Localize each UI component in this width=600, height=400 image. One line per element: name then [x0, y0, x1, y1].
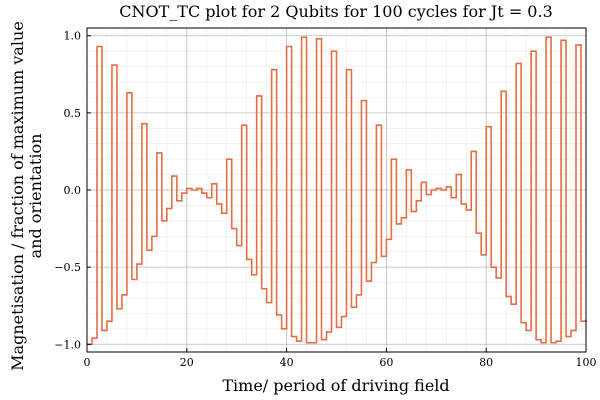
series-layer: [87, 36, 587, 346]
y-tick-label: 1.0: [64, 30, 82, 43]
x-tick-label: 100: [576, 356, 597, 369]
x-tick-label: 60: [379, 356, 393, 369]
x-axis-label: Time/ period of driving field: [222, 376, 449, 395]
y-axis-ticks: −1.0 −0.5 0.0 0.5 1.0: [54, 30, 91, 351]
y-axis-label-line-1: Magnetisation / fraction of maximum valu…: [8, 21, 27, 371]
y-axis-label: Magnetisation / fraction of maximum valu…: [8, 21, 45, 371]
x-tick-label: 20: [180, 356, 194, 369]
y-axis-label-line-2: and orientation: [26, 134, 45, 259]
y-tick-label: −0.5: [54, 261, 81, 274]
x-tick-label: 40: [280, 356, 294, 369]
x-tick-label: 80: [479, 356, 493, 369]
y-tick-label: 0.5: [64, 107, 82, 120]
x-axis-ticks: 0 20 40 60 80 100: [84, 348, 597, 369]
chart-title: CNOT_TC plot for 2 Qubits for 100 cycles…: [119, 2, 553, 21]
x-tick-label: 0: [84, 356, 91, 369]
y-tick-label: 0.0: [64, 184, 82, 197]
series-step-line: [87, 36, 587, 346]
y-tick-label: −1.0: [54, 338, 81, 351]
